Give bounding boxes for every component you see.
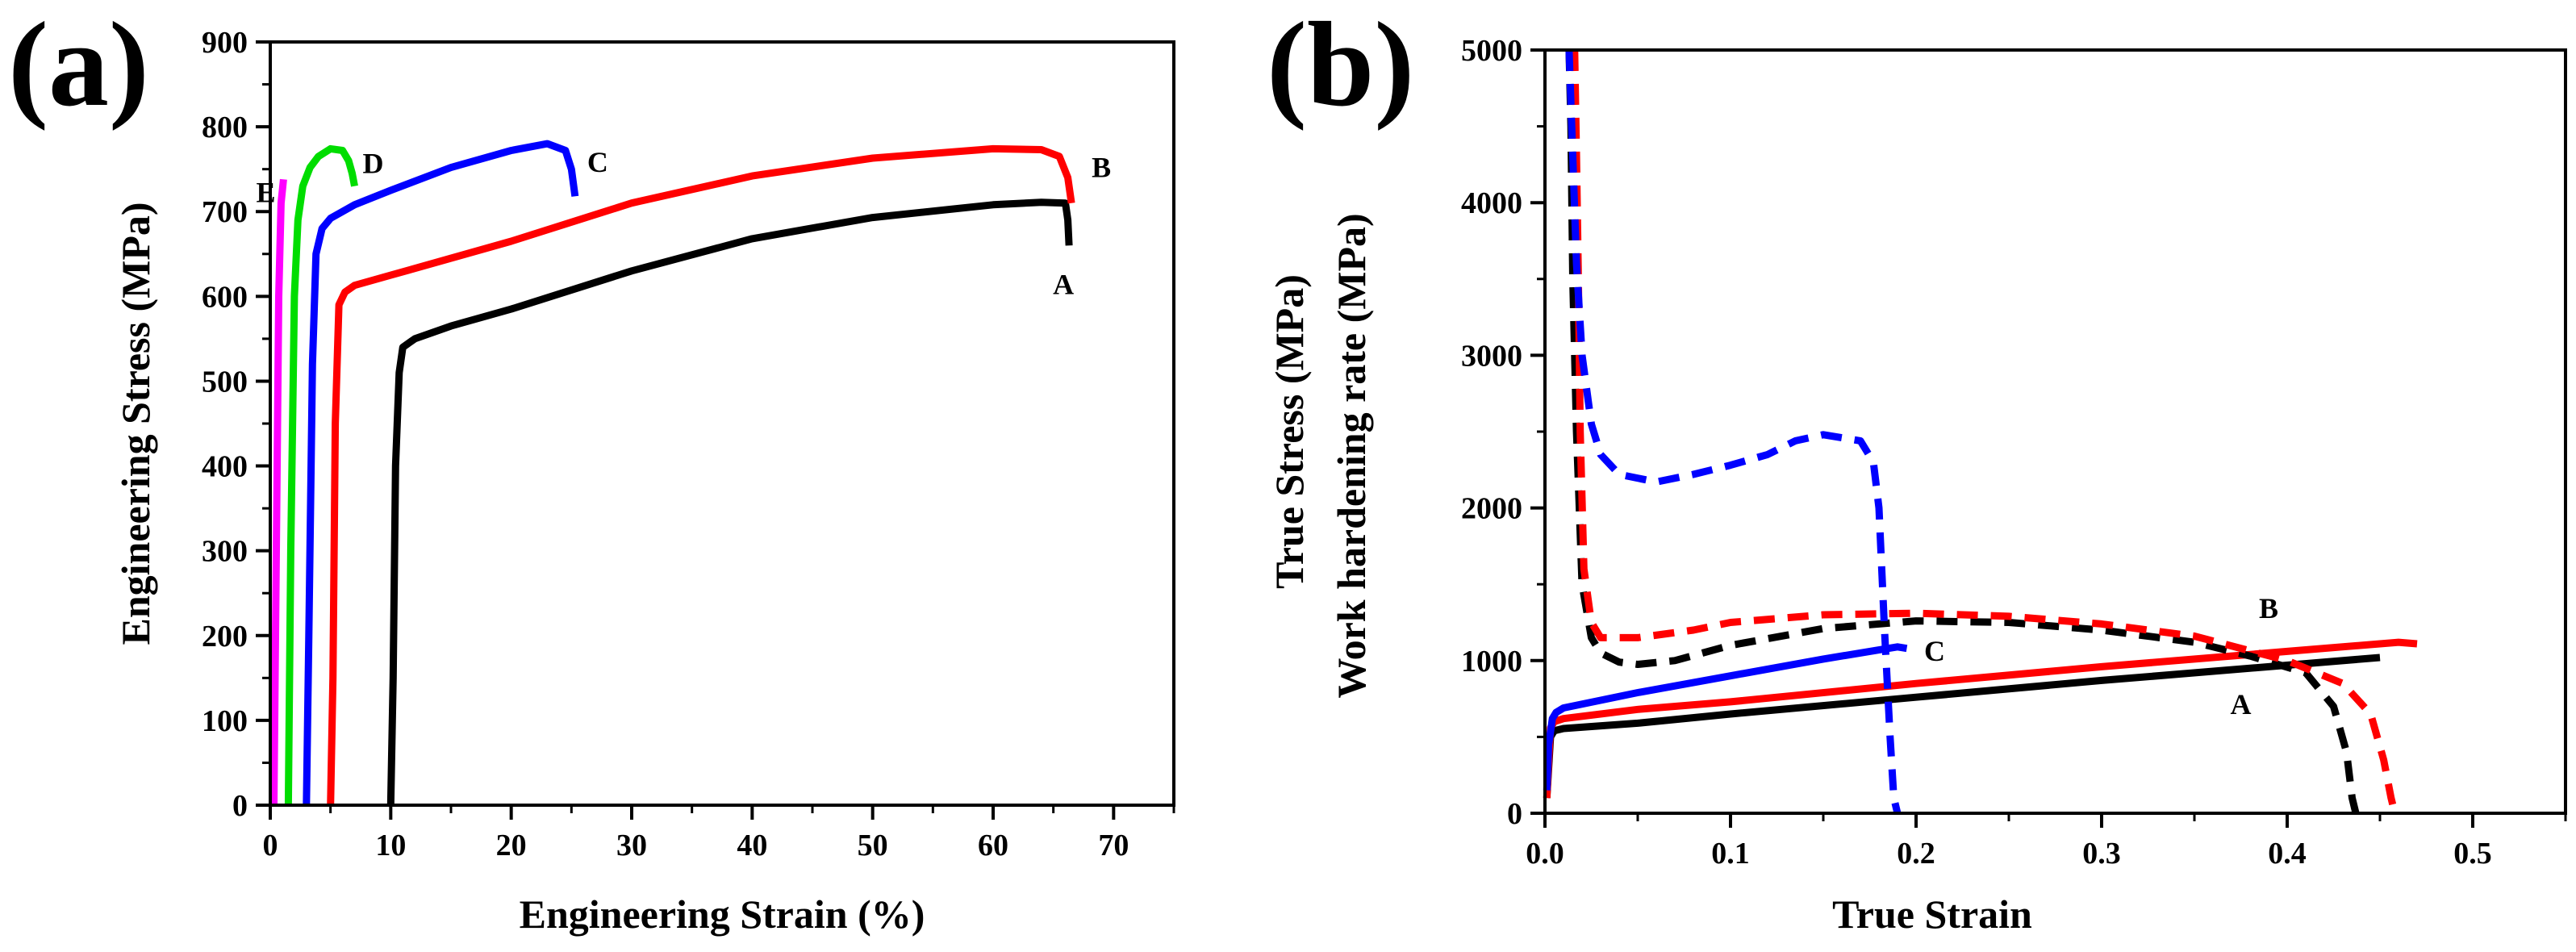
panel-b-curve-b-work-hardening-rate: [1571, 49, 2399, 815]
panel-b-curve-label-c: C: [1924, 635, 1945, 667]
panel-a-curve-e: [270, 178, 287, 806]
panel-a-curve-label-e: E: [256, 176, 275, 208]
panel-a-ticks: 0 10 20 30 40 50 60 700100200300400500600700800…: [202, 26, 1175, 862]
panel-a-curves: [270, 140, 1075, 806]
panel-a-y-tick-label: 300: [202, 535, 248, 569]
panel-a-y-tick-label: 600: [202, 280, 248, 314]
panel-a-curve-label-a: A: [1053, 268, 1074, 300]
panel-a-y-tick-label: 400: [202, 450, 248, 484]
panel-a-label: (a): [8, 0, 149, 132]
panel-a-y-tick-label: 700: [202, 195, 248, 229]
panel-a-y-tick-label: 100: [202, 704, 248, 738]
panel-b-x-tick-label: 0.4: [2268, 837, 2307, 871]
panel-b-x-tick-label: 0.1: [1711, 837, 1750, 871]
panel-a-curve-d: [284, 144, 358, 806]
panel-a-curve-a: [386, 198, 1073, 806]
panel-a: (a) 0 10 20 30 40 50 60 70010020030040050060070…: [8, 0, 1175, 937]
panel-a-x-tick-label: 40: [737, 829, 767, 862]
panel-a-y-tick-label: 500: [202, 365, 248, 399]
panel-b-y-tick-label: 3000: [1461, 339, 1522, 373]
panel-a-x-tick-label: 50: [858, 829, 888, 862]
panel-b-y-tick-label: 2000: [1461, 492, 1522, 526]
panel-b-x-tick-label: 0.5: [2453, 837, 2492, 871]
panel-b-x-tick-label: 0.0: [1526, 837, 1564, 871]
panel-b-curve-labels: A B C: [1924, 592, 2278, 720]
panel-a-y-axis-title: Engineering Stress (MPa): [113, 202, 158, 645]
panel-b-curve-label-a: A: [2231, 688, 2252, 720]
panel-a-x-tick-label: 70: [1098, 829, 1129, 862]
panel-a-x-tick-label: 60: [978, 829, 1008, 862]
panel-b-label: (b): [1267, 0, 1414, 132]
panel-a-x-tick-label: 20: [496, 829, 527, 862]
panel-b-x-tick-label: 0.2: [1897, 837, 1935, 871]
panel-b-y-axis-title-true-stress: True Stress (MPa): [1267, 274, 1312, 589]
panel-b: (b) 0.0 0.1 0.2 0.3 0.4 0.5 0 1000 2000 3000 4000 5…: [1267, 0, 2567, 937]
panel-b-ticks: 0.0 0.1 0.2 0.3 0.4 0.5 0 1000 2000 3000 4000 5000: [1461, 34, 2567, 871]
panel-a-x-axis-title: Engineering Strain (%): [520, 891, 925, 937]
panel-b-curve-label-b: B: [2259, 592, 2278, 624]
panel-a-y-tick-label: 800: [202, 111, 248, 144]
panel-b-y-tick-label: 4000: [1461, 186, 1522, 220]
panel-a-x-tick-label: 0: [263, 829, 278, 862]
panel-b-y-axis-title-work-hardening: Work hardening rate (MPa): [1329, 213, 1374, 698]
panel-b-curves: [1543, 49, 2418, 815]
panel-a-x-tick-label: 30: [616, 829, 647, 862]
panel-a-curve-c: [303, 140, 579, 806]
panel-b-curve-c-work-hardening-rate: [1565, 49, 1902, 815]
panel-a-curve-label-d: D: [363, 147, 384, 179]
panel-a-y-tick-label: 200: [202, 620, 248, 653]
panel-b-y-tick-label: 1000: [1461, 645, 1522, 679]
panel-a-curve-labels: A B C D E: [256, 146, 1111, 300]
panel-a-plot-frame: [269, 40, 1175, 807]
panel-a-curve-label-b: B: [1092, 151, 1111, 183]
panel-b-x-axis-title: True Strain: [1832, 891, 2032, 937]
panel-b-curve-c-true-stress: [1543, 643, 1908, 791]
panel-a-y-tick-label: 900: [202, 26, 248, 60]
panel-b-y-tick-label: 0: [1507, 797, 1522, 831]
panel-b-plot-frame: [1543, 48, 2567, 815]
panel-a-curve-label-c: C: [587, 146, 608, 178]
panel-b-y-tick-label: 5000: [1461, 34, 1522, 68]
panel-a-y-tick-label: 0: [232, 789, 248, 823]
panel-a-x-tick-label: 10: [375, 829, 406, 862]
panel-a-curve-b: [327, 144, 1075, 806]
panel-b-x-tick-label: 0.3: [2082, 837, 2121, 871]
